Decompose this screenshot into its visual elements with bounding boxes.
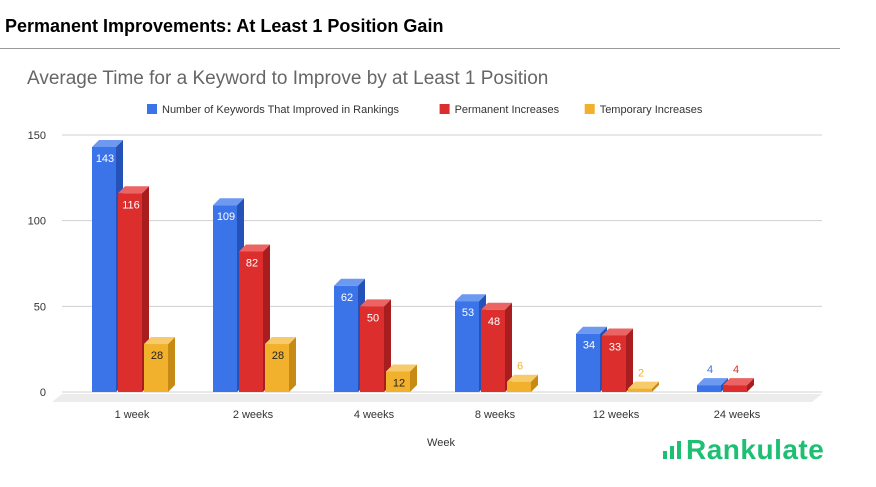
- bar: [628, 388, 652, 392]
- page-heading: Permanent Improvements: At Least 1 Posit…: [5, 16, 444, 36]
- data-label: 12: [393, 377, 405, 389]
- bar-top: [507, 374, 538, 382]
- bar-side: [747, 378, 754, 392]
- chart-floor: [52, 394, 822, 402]
- bar: [92, 146, 116, 392]
- bar: [360, 306, 384, 392]
- bar-top: [144, 337, 175, 345]
- data-label: 28: [151, 350, 163, 362]
- bar-top: [697, 378, 728, 386]
- bar-side: [289, 337, 296, 392]
- y-tick-label: 50: [34, 301, 46, 313]
- data-label: 50: [367, 312, 379, 324]
- y-tick-label: 100: [28, 216, 46, 228]
- legend-label: Permanent Increases: [455, 104, 560, 116]
- data-label: 2: [638, 368, 644, 380]
- bar-top: [213, 198, 244, 206]
- bar-top: [455, 294, 486, 302]
- x-axis-label: Week: [427, 437, 455, 449]
- bar-top: [602, 328, 633, 336]
- data-label: 82: [246, 258, 258, 270]
- x-tick-label: 24 weeks: [714, 409, 761, 421]
- bar: [386, 371, 410, 392]
- bar: [602, 335, 626, 392]
- bar-top: [360, 299, 391, 307]
- x-tick-label: 1 week: [115, 409, 150, 421]
- bar-side: [410, 364, 417, 392]
- bar-top: [628, 381, 659, 389]
- bar: [723, 385, 747, 392]
- bar-top: [576, 326, 607, 334]
- bar-top: [265, 337, 296, 345]
- bar-top: [334, 278, 365, 286]
- bar-side: [142, 186, 149, 392]
- bar: [507, 381, 531, 392]
- bar: [455, 301, 479, 392]
- x-tick-label: 4 weeks: [354, 409, 395, 421]
- x-tick-label: 2 weeks: [233, 409, 274, 421]
- legend-swatch: [439, 104, 450, 114]
- logo-bars-icon: [663, 441, 681, 459]
- data-label: 6: [517, 361, 523, 373]
- data-label: 109: [217, 211, 235, 223]
- bar-side: [626, 328, 633, 392]
- x-tick-label: 8 weeks: [475, 409, 516, 421]
- data-label: 28: [272, 350, 284, 362]
- bar: [239, 251, 263, 392]
- bar-side: [652, 381, 659, 392]
- bar-top: [92, 139, 123, 147]
- data-label: 48: [488, 316, 500, 328]
- data-label: 62: [341, 292, 353, 304]
- bar-top: [239, 244, 270, 252]
- data-label: 116: [122, 199, 140, 211]
- bar-top: [118, 186, 149, 194]
- x-tick-label: 12 weeks: [593, 409, 640, 421]
- bar-top: [481, 302, 512, 310]
- y-tick-label: 150: [28, 130, 46, 142]
- bar: [144, 344, 168, 392]
- legend-swatch: [584, 104, 595, 114]
- chart-title: Average Time for a Keyword to Improve by…: [27, 68, 549, 89]
- data-label: 34: [583, 340, 595, 352]
- data-label: 53: [462, 307, 474, 319]
- bar-side: [505, 302, 512, 392]
- data-label: 33: [609, 341, 621, 353]
- bar-top: [386, 364, 417, 372]
- logo-text: Rankulate: [686, 434, 825, 465]
- bar-top: [723, 378, 754, 386]
- data-label: 143: [96, 153, 114, 165]
- bar: [576, 333, 600, 392]
- data-label: 4: [733, 364, 739, 376]
- bar: [481, 309, 505, 392]
- legend-label: Number of Keywords That Improved in Rank…: [162, 104, 400, 116]
- legend-swatch: [147, 104, 157, 114]
- bar-side: [531, 374, 538, 392]
- rankulate-logo: Rankulate: [663, 434, 824, 466]
- bar: [265, 344, 289, 392]
- y-tick-label: 0: [40, 387, 46, 399]
- legend-label: Temporary Increases: [600, 104, 703, 116]
- bar: [118, 193, 142, 392]
- bar: [213, 205, 237, 392]
- bar: [334, 285, 358, 392]
- bar-side: [168, 337, 175, 392]
- bar: [697, 385, 721, 392]
- data-label: 4: [707, 364, 713, 376]
- heading-divider: [0, 48, 840, 49]
